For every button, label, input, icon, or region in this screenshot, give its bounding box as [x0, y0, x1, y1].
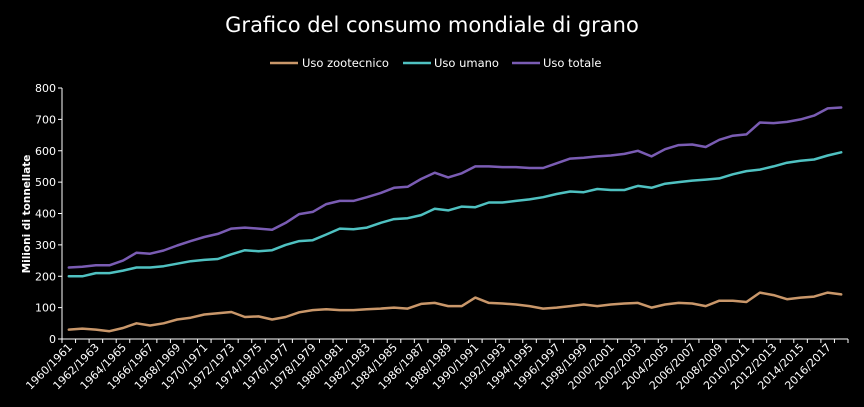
legend: Uso zootecnico Uso umano Uso totale	[270, 56, 601, 70]
y-tick-label: 300	[35, 239, 56, 252]
y-tick-label: 700	[35, 113, 56, 126]
legend-label-totale: Uso totale	[543, 56, 601, 70]
y-tick-label: 400	[35, 208, 56, 221]
legend-item-zootecnico: Uso zootecnico	[270, 56, 389, 70]
legend-label-umano: Uso umano	[434, 56, 499, 70]
series-lines	[67, 106, 843, 333]
chart-title: Grafico del consumo mondiale di grano	[225, 13, 639, 37]
y-tick-label: 800	[35, 82, 56, 95]
series-line-0	[67, 291, 843, 333]
series-line-1	[67, 151, 843, 278]
y-axis-label: Milioni di tonnellate	[21, 155, 33, 274]
y-tick-label: 200	[35, 270, 56, 283]
y-tick-label: 0	[49, 333, 56, 346]
legend-label-zootecnico: Uso zootecnico	[302, 56, 389, 70]
legend-item-totale: Uso totale	[512, 56, 601, 70]
y-tick-label: 100	[35, 302, 56, 315]
y-axis: 0 100 200 300 400 500 600 700 800	[35, 82, 63, 346]
y-tick-label: 600	[35, 145, 56, 158]
series-line-2	[67, 106, 843, 269]
legend-item-umano: Uso umano	[403, 56, 499, 70]
y-tick-label: 500	[35, 176, 56, 189]
x-axis: 1960/19611962/19631964/19651966/19671968…	[23, 338, 849, 392]
